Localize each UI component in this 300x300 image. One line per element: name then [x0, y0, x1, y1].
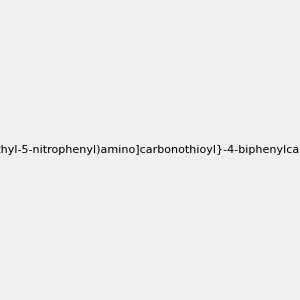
Text: N-{[(2-methyl-5-nitrophenyl)amino]carbonothioyl}-4-biphenylcarboxamide: N-{[(2-methyl-5-nitrophenyl)amino]carbon…: [0, 145, 300, 155]
